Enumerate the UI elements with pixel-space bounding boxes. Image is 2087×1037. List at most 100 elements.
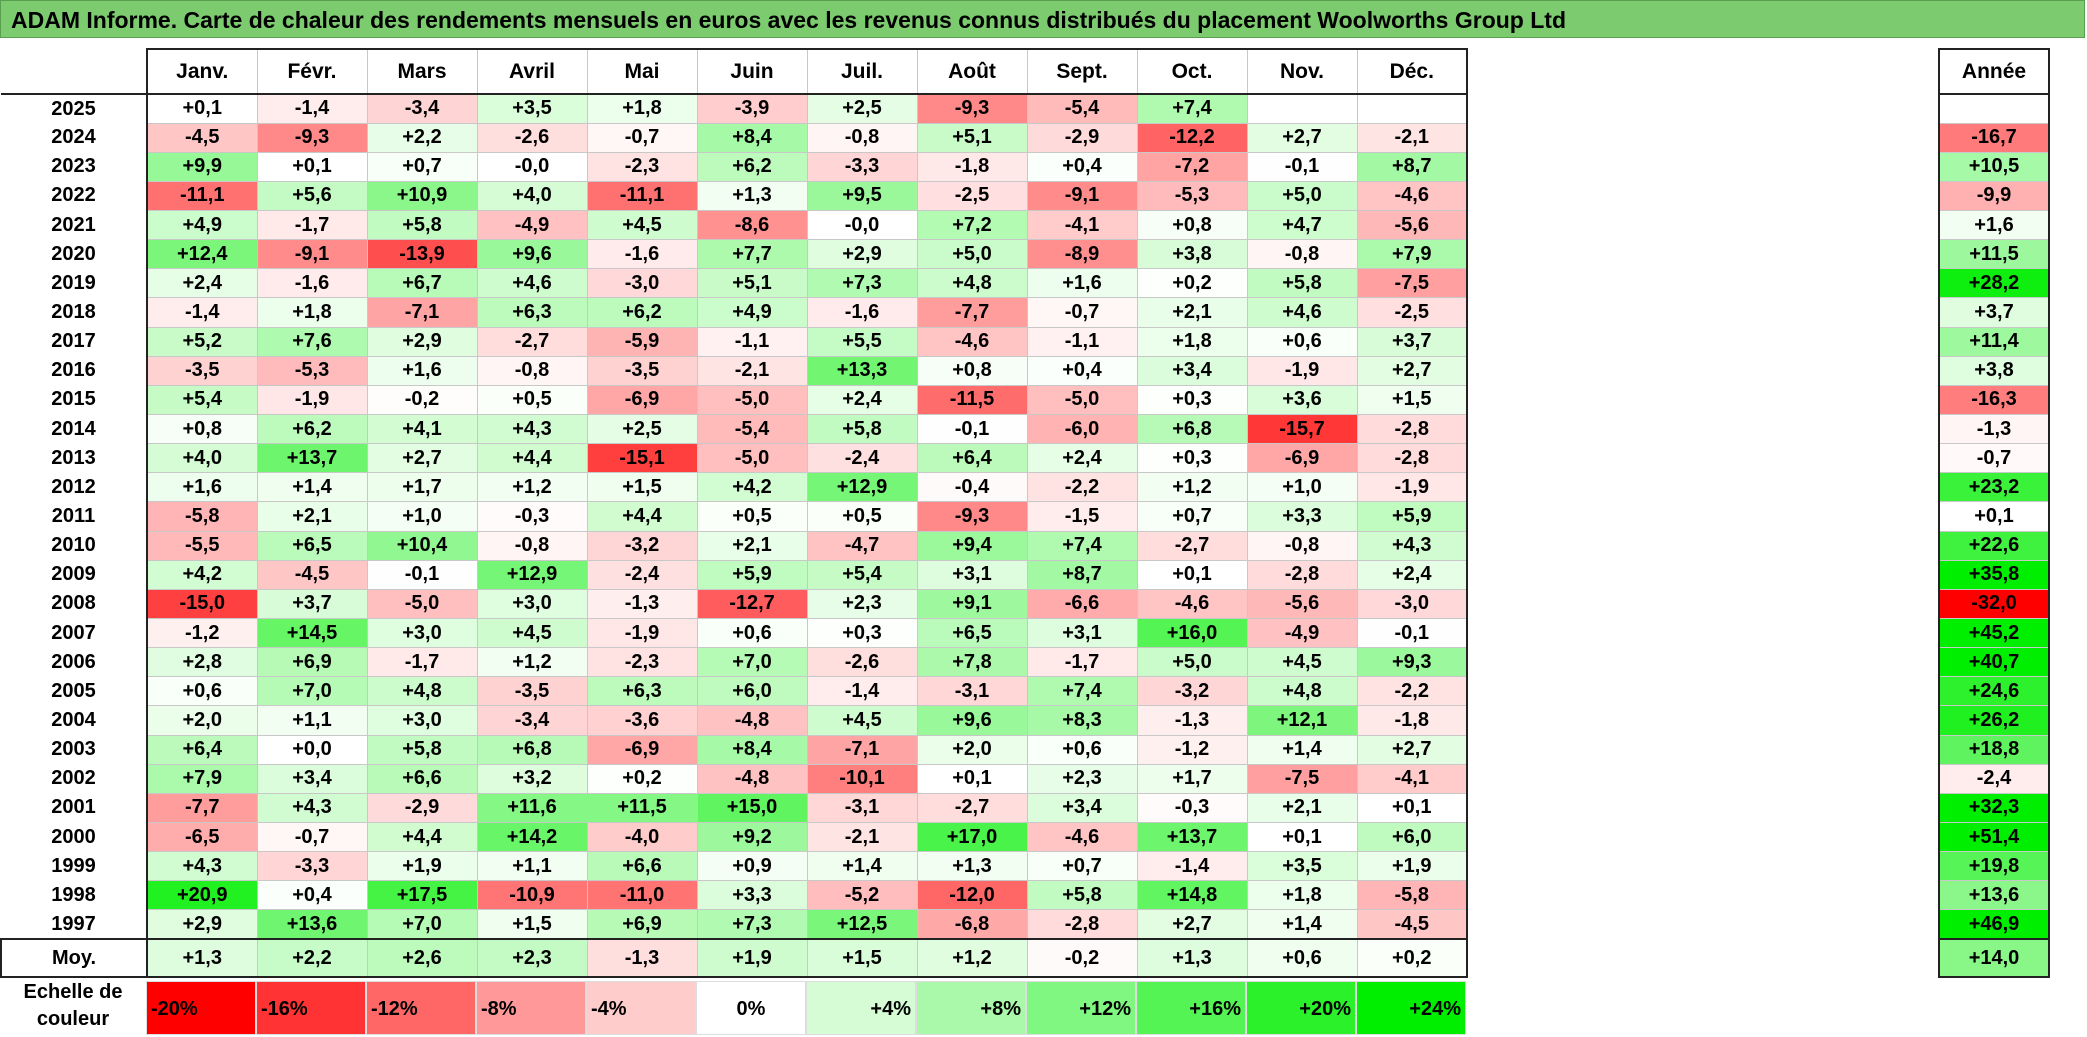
heatmap-cell: +9,9 bbox=[146, 151, 258, 182]
heatmap-cell: +1,9 bbox=[366, 851, 478, 882]
row-year-label: 1997 bbox=[51, 912, 96, 935]
row-year-label: 2021 bbox=[51, 213, 96, 236]
color-scale-step: 0% bbox=[696, 981, 806, 1035]
heatmap-cell: -5,0 bbox=[696, 384, 808, 416]
month-header: Janv. bbox=[146, 48, 258, 95]
annual-cell: -16,3 bbox=[1938, 384, 2050, 416]
table-row: 2016 -3,5 -5,3 +1,6 -0,8 -3,5 -2,1 +13,3 +0,8 +0,… bbox=[1, 355, 1468, 386]
heatmap-cell: -2,5 bbox=[1356, 297, 1468, 328]
heatmap-cell: -1,6 bbox=[586, 239, 698, 270]
heatmap-cell: +6,2 bbox=[256, 414, 368, 445]
heatmap-cell: +0,4 bbox=[1026, 355, 1138, 386]
heatmap-cell: -1,9 bbox=[586, 618, 698, 649]
heatmap-cell: +1,1 bbox=[256, 705, 368, 736]
heatmap-cell: -3,4 bbox=[366, 93, 478, 124]
table-row: 2000 -6,5 -0,7 +4,4 +14,2 -4,0 +9,2 -2,1 +17,0 -4… bbox=[1, 822, 1468, 853]
table-row: 2023 +9,9 +0,1 +0,7 -0,0 -2,3 +6,2 -3,3 -1,8 +0,4… bbox=[1, 151, 1468, 182]
annual-row bbox=[1938, 93, 2050, 124]
heatmap-cell: -1,8 bbox=[916, 151, 1028, 182]
heatmap-cell: +0,4 bbox=[256, 880, 368, 911]
annual-row: +40,7 bbox=[1938, 647, 2050, 678]
row-year-label: 2006 bbox=[51, 650, 96, 673]
heatmap-cell: +4,5 bbox=[1246, 647, 1358, 678]
heatmap-cell: -11,1 bbox=[586, 180, 698, 212]
heatmap-cell: +5,6 bbox=[256, 180, 368, 212]
annual-cell: +32,3 bbox=[1938, 792, 2050, 824]
heatmap-cell: +4,1 bbox=[366, 414, 478, 445]
heatmap-cell: +3,1 bbox=[916, 559, 1028, 590]
heatmap-cell: -0,7 bbox=[586, 122, 698, 153]
heatmap-cell: +5,9 bbox=[696, 559, 808, 590]
color-scale-label: Echelle de couleur bbox=[23, 981, 123, 1030]
heatmap-cell: -0,8 bbox=[806, 122, 918, 153]
heatmap-cell: +4,9 bbox=[696, 297, 808, 328]
heatmap-cell: +8,4 bbox=[696, 734, 808, 765]
title-bar: ADAM Informe. Carte de chaleur des rende… bbox=[0, 0, 2085, 38]
table-row: 2015 +5,4 -1,9 -0,2 +0,5 -6,9 -5,0 +2,4 -11,5 -5,… bbox=[1, 384, 1468, 416]
heatmap-cell: -5,4 bbox=[1026, 93, 1138, 124]
heatmap-cell: +6,8 bbox=[476, 734, 588, 765]
heatmap-cell: +1,1 bbox=[476, 851, 588, 882]
annual-cell: +18,8 bbox=[1938, 734, 2050, 765]
heatmap-cell: +3,8 bbox=[1136, 239, 1248, 270]
heatmap-cell: +1,6 bbox=[146, 472, 258, 503]
heatmap-cell: -8,6 bbox=[696, 210, 808, 241]
heatmap-cell: +0,3 bbox=[806, 618, 918, 649]
heatmap-cell: +1,4 bbox=[256, 472, 368, 503]
heatmap-cell: +7,9 bbox=[1356, 239, 1468, 270]
heatmap-cell: -2,6 bbox=[806, 647, 918, 678]
heatmap-cell: +6,8 bbox=[1136, 414, 1248, 445]
row-year-label: 2025 bbox=[51, 97, 96, 120]
color-scale-step: +4% bbox=[806, 981, 916, 1035]
annual-cell bbox=[1938, 93, 2050, 124]
heatmap-cell: -5,8 bbox=[146, 501, 258, 532]
chart-title: ADAM Informe. Carte de chaleur des rende… bbox=[11, 7, 1567, 33]
annual-cell: -16,7 bbox=[1938, 122, 2050, 153]
heatmap-cell: -4,8 bbox=[696, 763, 808, 794]
annual-row: +18,8 bbox=[1938, 734, 2050, 765]
heatmap-cell: +0,2 bbox=[586, 763, 698, 794]
heatmap-cell: +0,1 bbox=[1246, 822, 1358, 853]
heatmap-cell: -5,3 bbox=[256, 355, 368, 386]
heatmap-cell: +6,2 bbox=[586, 297, 698, 328]
month-header: Nov. bbox=[1246, 48, 1358, 95]
heatmap-cell: +4,7 bbox=[1246, 210, 1358, 241]
heatmap-cell: +2,9 bbox=[806, 239, 918, 270]
heatmap-cell: +1,5 bbox=[586, 472, 698, 503]
heatmap-cell: -3,4 bbox=[476, 705, 588, 736]
heatmap-cell: +17,0 bbox=[916, 822, 1028, 853]
average-cell: +1,2 bbox=[916, 938, 1028, 979]
heatmap-cell: +9,3 bbox=[1356, 647, 1468, 678]
annual-row: +3,7 bbox=[1938, 297, 2050, 328]
heatmap-cell: +7,3 bbox=[696, 909, 808, 940]
row-year-label: 2010 bbox=[51, 534, 96, 557]
heatmap-cell: -9,3 bbox=[256, 122, 368, 153]
heatmap-cell: -0,8 bbox=[1246, 530, 1358, 561]
heatmap-cell: +0,9 bbox=[696, 851, 808, 882]
heatmap-cell: -1,1 bbox=[696, 326, 808, 357]
heatmap-cell: -0,0 bbox=[476, 151, 588, 182]
heatmap-cell: -7,1 bbox=[806, 734, 918, 765]
heatmap-cell: +6,4 bbox=[916, 443, 1028, 474]
heatmap-cell: +0,4 bbox=[1026, 151, 1138, 182]
table-row: 1998 +20,9 +0,4 +17,5 -10,9 -11,0 +3,3 -5,2 -12,… bbox=[1, 880, 1468, 911]
table-row: 2022 -11,1 +5,6 +10,9 +4,0 -11,1 +1,3 +9,5 -2,5-… bbox=[1, 180, 1468, 212]
heatmap-cell: -3,1 bbox=[916, 676, 1028, 707]
heatmap-cell: +1,3 bbox=[696, 180, 808, 212]
heatmap-cell: +0,6 bbox=[146, 676, 258, 707]
heatmap-cell: -9,1 bbox=[1026, 180, 1138, 212]
annual-row: +11,4 bbox=[1938, 326, 2050, 357]
row-year-label: 2001 bbox=[51, 796, 96, 819]
annual-row: -32,0 bbox=[1938, 588, 2050, 620]
annual-row: +28,2 bbox=[1938, 268, 2050, 299]
heatmap-cell: -0,2 bbox=[366, 384, 478, 416]
heatmap-cell: -2,8 bbox=[1246, 559, 1358, 590]
heatmap-cell: -2,4 bbox=[806, 443, 918, 474]
heatmap-cell: -7,1 bbox=[366, 297, 478, 328]
annual-cell: +46,9 bbox=[1938, 909, 2050, 940]
month-header: Avril bbox=[476, 48, 588, 95]
annual-column: Année -16,7 +10,5 -9,9 +1,6 +11,5 +28,2 +3,7 +11… bbox=[1938, 48, 2050, 979]
heatmap-cell: +1,5 bbox=[476, 909, 588, 940]
heatmap-cell: +6,7 bbox=[366, 268, 478, 299]
table-row: 2002 +7,9 +3,4 +6,6 +3,2 +0,2 -4,8 -10,1 +0,1 +2,… bbox=[1, 763, 1468, 794]
